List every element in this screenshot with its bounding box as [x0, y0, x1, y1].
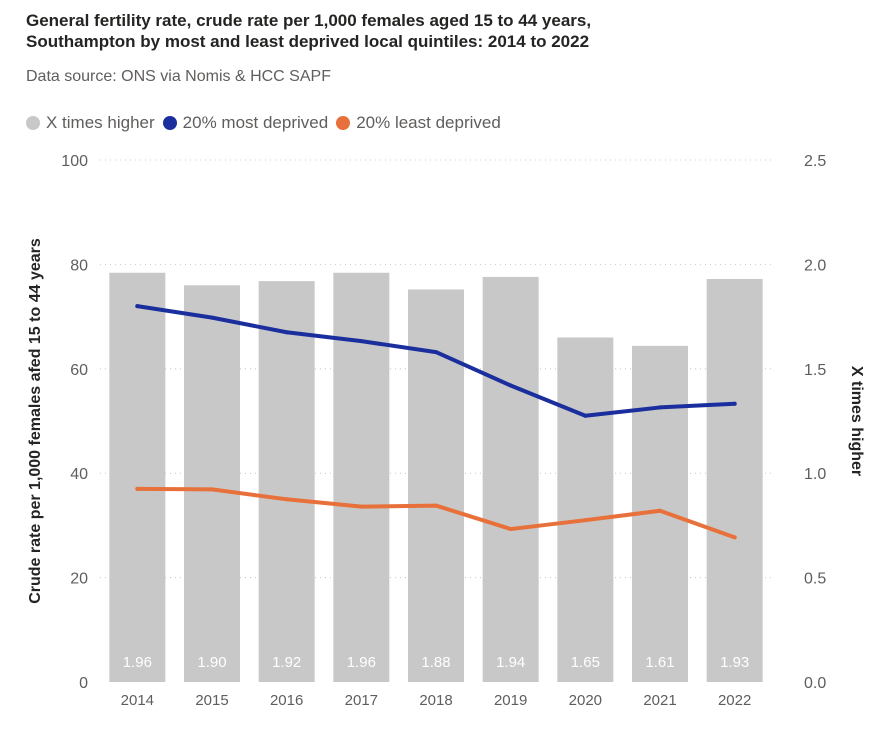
y-left-tick-label: 60 [70, 362, 88, 379]
chart-title: General fertility rate, crude rate per 1… [26, 10, 866, 52]
line-most-deprived-point [434, 350, 438, 355]
line-least-deprived-point [359, 504, 364, 509]
legend-label-x-times-higher: X times higher [46, 113, 155, 132]
y-right-axis-title: X times higher [848, 366, 865, 476]
y-left-tick-label: 0 [79, 675, 88, 692]
line-least-deprived-point [135, 486, 140, 491]
line-most-deprived-point [583, 413, 588, 418]
legend: X times higher 20% most deprived 20% lea… [26, 112, 509, 134]
y-right-tick-label: 2.5 [804, 153, 826, 170]
line-most-deprived-point [135, 304, 140, 309]
y-right-tick-label: 1.5 [804, 362, 826, 379]
legend-item-x-times-higher[interactable]: X times higher [26, 113, 155, 133]
chart-title-line-2: Southampton by most and least deprived l… [26, 32, 590, 51]
bar-data-label: 1.61 [645, 654, 674, 671]
bar-data-label: 1.93 [720, 654, 749, 671]
line-least-deprived-point [508, 527, 513, 532]
line-most-deprived-point [658, 405, 662, 410]
bar-data-label: 1.96 [347, 654, 376, 671]
x-tick-label: 2016 [270, 692, 303, 709]
bar [184, 285, 240, 682]
x-tick-label: 2019 [494, 692, 527, 709]
bar-data-label: 1.65 [571, 654, 600, 671]
chart-subtitle: Data source: ONS via Nomis & HCC SAPF [26, 68, 331, 85]
y-left-tick-label: 100 [61, 153, 88, 170]
legend-item-most-deprived[interactable]: 20% most deprived [162, 113, 329, 133]
bar-data-label: 1.90 [197, 654, 226, 671]
y-left-tick-label: 20 [70, 571, 88, 588]
chart-title-line-1: General fertility rate, crude rate per 1… [26, 11, 592, 30]
line-least-deprived-point [658, 508, 662, 513]
line-least-deprived-point [434, 503, 438, 508]
legend-dot-most-deprived [162, 116, 177, 130]
y-right-tick-label: 2.0 [804, 257, 826, 274]
legend-label-most-deprived: 20% most deprived [182, 113, 329, 132]
bar-data-label: 1.88 [421, 654, 450, 671]
legend-dot-x-times-higher [26, 116, 40, 130]
bar-data-label: 1.94 [496, 654, 525, 671]
x-tick-label: 2020 [569, 692, 602, 709]
line-most-deprived-point [732, 401, 737, 406]
x-tick-label: 2015 [195, 692, 228, 709]
line-most-deprived-point [359, 339, 364, 344]
x-tick-label: 2021 [643, 692, 676, 709]
bar [258, 281, 315, 682]
x-tick-label: 2018 [419, 692, 452, 709]
y-left-tick-label: 40 [70, 466, 88, 483]
bar-data-label: 1.96 [123, 654, 152, 671]
bar-data-labels: 1.96 1.90 1.92 1.96 1.88 1.94 1.65 1.61 1.93 [123, 654, 750, 671]
line-least-deprived-point [732, 535, 737, 540]
y-left-axis-title: Crude rate per 1,000 females afed 15 to … [27, 238, 44, 604]
legend-label-least-deprived: 20% least deprived [356, 113, 501, 132]
y-right-tick-label: 1.0 [804, 466, 826, 483]
bar [706, 279, 763, 682]
bar [557, 337, 614, 682]
line-least-deprived-point [284, 497, 289, 502]
y-left-tick-label: 80 [70, 257, 88, 274]
x-tick-label: 2022 [718, 692, 751, 709]
line-most-deprived-point [284, 330, 289, 335]
line-most-deprived-point [508, 383, 513, 388]
bar [109, 272, 166, 682]
legend-dot-least-deprived [336, 116, 351, 130]
x-tick-label: 2014 [121, 692, 154, 709]
y-right-tick-label: 0.0 [804, 675, 826, 692]
bar [482, 276, 539, 682]
bar [408, 289, 464, 682]
bars-x-times-higher [109, 272, 763, 682]
axes: 0 20 40 60 80 100 0.0 0.5 1.0 1.5 2.0 2.5 2014 2015 20… [27, 153, 865, 709]
line-least-deprived-point [210, 487, 214, 492]
lines [135, 304, 737, 540]
x-tick-label: 2017 [345, 692, 378, 709]
line-most-deprived-point [210, 315, 214, 320]
bar-data-label: 1.92 [272, 654, 301, 671]
bar [333, 272, 390, 682]
y-right-tick-label: 0.5 [804, 571, 826, 588]
line-least-deprived-point [583, 518, 588, 523]
legend-item-least-deprived[interactable]: 20% least deprived [336, 113, 501, 133]
